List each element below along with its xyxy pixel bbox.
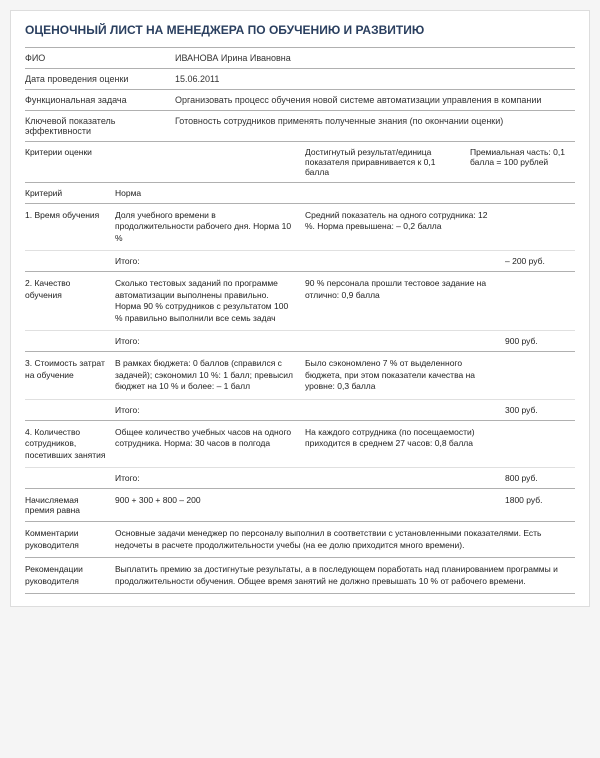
criterion-row: 4. Количество сотрудников, посетивших за… xyxy=(25,420,575,467)
kpi-value: Готовность сотрудников применять получен… xyxy=(175,116,575,136)
criterion-norm: Общее количество учебных часов на одного… xyxy=(115,427,305,461)
total-value: 1800 руб. xyxy=(505,495,575,515)
comment-label: Комментарии руководителя xyxy=(25,528,115,551)
comment-text: Основные задачи менеджер по персоналу вы… xyxy=(115,528,575,551)
row-date: Дата проведения оценки 15.06.2011 xyxy=(25,68,575,89)
criterion-result: Было сэкономлено 7 % от выделенного бюдж… xyxy=(305,358,505,392)
itog-value: 300 руб. xyxy=(505,405,575,415)
head-criteria: Критерии оценки xyxy=(25,147,175,177)
task-value: Организовать процесс обучения новой сист… xyxy=(175,95,575,105)
date-value: 15.06.2011 xyxy=(175,74,575,84)
head-bonus: Премиальная часть: 0,1 балла = 100 рубле… xyxy=(470,147,575,177)
sub-head: Критерий Норма xyxy=(25,182,575,203)
recommend-label: Рекомендации руководителя xyxy=(25,564,115,587)
itog-label: Итого: xyxy=(115,336,305,346)
itog-row: Итого: 300 руб. xyxy=(25,399,575,420)
criterion-name: 4. Количество сотрудников, посетивших за… xyxy=(25,427,115,461)
itog-row: Итого: 800 руб. xyxy=(25,467,575,488)
criterion-result: Средний показатель на одного сотрудника:… xyxy=(305,210,505,244)
criterion-norm: В рамках бюджета: 0 баллов (справился с … xyxy=(115,358,305,392)
row-kpi: Ключевой показатель эффективности Готовн… xyxy=(25,110,575,141)
recommend-row: Рекомендации руководителя Выплатить прем… xyxy=(25,557,575,594)
recommend-text: Выплатить премию за достигнутые результа… xyxy=(115,564,575,587)
date-label: Дата проведения оценки xyxy=(25,74,175,84)
itog-label: Итого: xyxy=(115,473,305,483)
itog-row: Итого: – 200 руб. xyxy=(25,250,575,271)
fio-value: ИВАНОВА Ирина Ивановна xyxy=(175,53,575,63)
criterion-row: 3. Стоимость затрат на обучение В рамках… xyxy=(25,351,575,398)
total-row: Начисляемая премия равна 900 + 300 + 800… xyxy=(25,488,575,521)
row-fio: ФИО ИВАНОВА Ирина Ивановна xyxy=(25,47,575,68)
criterion-row: 1. Время обучения Доля учебного времени … xyxy=(25,203,575,250)
row-task: Функциональная задача Организовать проце… xyxy=(25,89,575,110)
task-label: Функциональная задача xyxy=(25,95,175,105)
criterion-name: 2. Качество обучения xyxy=(25,278,115,324)
itog-row: Итого: 900 руб. xyxy=(25,330,575,351)
subhead-norm: Норма xyxy=(115,188,575,198)
total-label: Начисляемая премия равна xyxy=(25,495,115,515)
criterion-norm: Сколько тестовых заданий по программе ав… xyxy=(115,278,305,324)
itog-value: 900 руб. xyxy=(505,336,575,346)
comment-row: Комментарии руководителя Основные задачи… xyxy=(25,521,575,557)
criterion-row: 2. Качество обучения Сколько тестовых за… xyxy=(25,271,575,330)
kpi-label: Ключевой показатель эффективности xyxy=(25,116,175,136)
itog-value: – 200 руб. xyxy=(505,256,575,266)
itog-label: Итого: xyxy=(115,256,305,266)
section-head: Критерии оценки Достигнутый результат/ед… xyxy=(25,141,575,182)
criterion-result: 90 % персонала прошли тестовое задание н… xyxy=(305,278,505,324)
total-formula: 900 + 300 + 800 – 200 xyxy=(115,495,505,515)
head-result: Достигнутый результат/единица показателя… xyxy=(305,147,470,177)
page-title: ОЦЕНОЧНЫЙ ЛИСТ НА МЕНЕДЖЕРА ПО ОБУЧЕНИЮ … xyxy=(25,23,575,37)
evaluation-sheet: ОЦЕНОЧНЫЙ ЛИСТ НА МЕНЕДЖЕРА ПО ОБУЧЕНИЮ … xyxy=(10,10,590,607)
criterion-name: 1. Время обучения xyxy=(25,210,115,244)
itog-label: Итого: xyxy=(115,405,305,415)
criterion-result: На каждого сотрудника (по посещаемости) … xyxy=(305,427,505,461)
fio-label: ФИО xyxy=(25,53,175,63)
itog-value: 800 руб. xyxy=(505,473,575,483)
criterion-norm: Доля учебного времени в продолжительност… xyxy=(115,210,305,244)
subhead-criterion: Критерий xyxy=(25,188,115,198)
criterion-name: 3. Стоимость затрат на обучение xyxy=(25,358,115,392)
